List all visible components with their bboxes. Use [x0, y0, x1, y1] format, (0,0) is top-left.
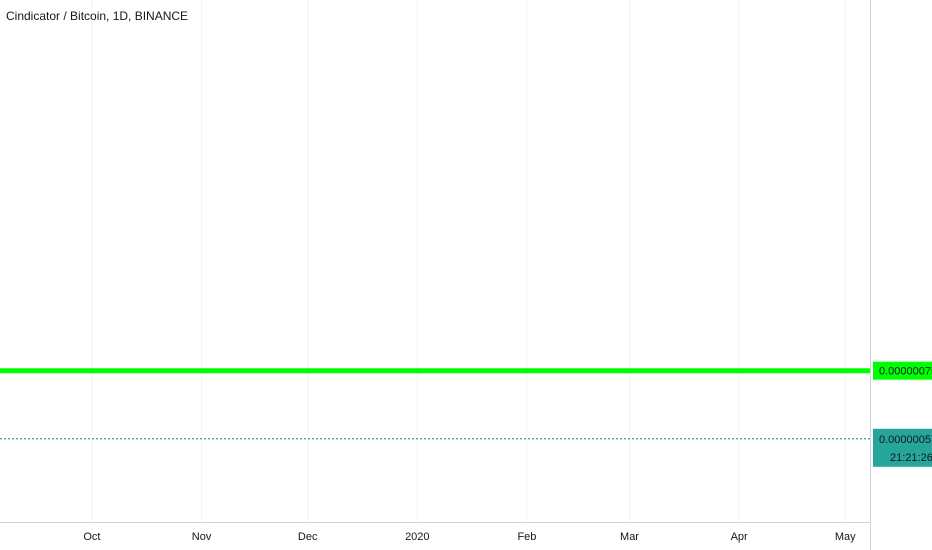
price-labels: 0.00000075 0.00000057 21:21:26	[873, 361, 932, 467]
support-label-bg	[873, 361, 932, 380]
chart-grid	[91, 0, 846, 522]
chart-overlays	[0, 368, 870, 440]
x-tick-label: Nov	[192, 531, 212, 543]
x-tick-label: Apr	[731, 531, 748, 543]
x-tick-label: Mar	[620, 531, 639, 543]
time-axis[interactable]: Oct Nov Dec 2020 Feb Mar Apr May	[0, 522, 870, 544]
countdown-label: 21:21:26	[890, 452, 932, 464]
support-price-label: 0.00000075	[879, 366, 932, 378]
x-tick-label: Feb	[517, 531, 536, 543]
x-tick-label: May	[835, 531, 856, 543]
x-tick-label: Oct	[83, 531, 100, 543]
chart-title: Cindicator / Bitcoin, 1D, BINANCE	[6, 9, 189, 23]
last-price-label-bg	[873, 428, 932, 467]
last-price-label: 0.00000057	[879, 434, 932, 446]
x-tick-label: 2020	[405, 531, 429, 543]
x-tick-label: Dec	[298, 531, 318, 543]
price-axis[interactable]: 0.000000400.000000500.000000600.00000070…	[870, 0, 932, 550]
